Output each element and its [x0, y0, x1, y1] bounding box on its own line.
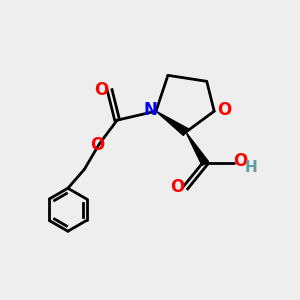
Text: O: O	[94, 81, 109, 99]
Polygon shape	[186, 132, 208, 165]
Polygon shape	[156, 111, 188, 136]
Text: N: N	[144, 101, 158, 119]
Text: O: O	[233, 152, 247, 170]
Text: H: H	[244, 160, 257, 175]
Text: O: O	[217, 101, 231, 119]
Text: O: O	[91, 136, 105, 154]
Text: O: O	[170, 178, 184, 196]
